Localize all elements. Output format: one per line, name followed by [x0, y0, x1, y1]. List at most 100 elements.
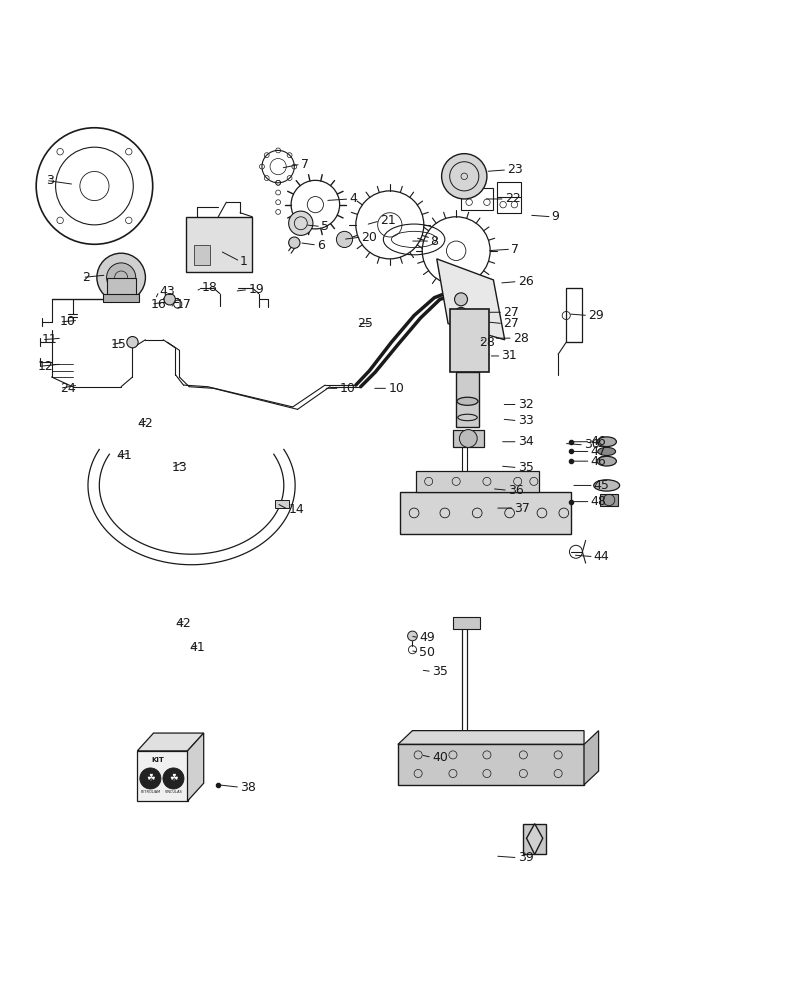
Text: KIT: KIT: [151, 757, 164, 763]
Text: 30: 30: [583, 438, 599, 451]
Polygon shape: [526, 824, 542, 854]
Text: 28: 28: [478, 336, 494, 349]
Text: 10: 10: [388, 382, 404, 395]
Text: 10: 10: [59, 315, 75, 328]
Circle shape: [97, 253, 145, 302]
Text: 46: 46: [590, 455, 606, 468]
Circle shape: [336, 231, 352, 248]
Text: 27: 27: [503, 317, 518, 330]
Text: PETROLIAM: PETROLIAM: [140, 790, 161, 794]
Text: 25: 25: [357, 317, 373, 330]
Bar: [103, 294, 139, 302]
Bar: [106, 278, 135, 296]
Text: 6: 6: [316, 239, 324, 252]
Bar: [194, 245, 210, 265]
Polygon shape: [137, 733, 204, 751]
Text: 48: 48: [590, 495, 606, 508]
Text: 32: 32: [517, 398, 533, 411]
Text: 35: 35: [517, 461, 533, 474]
Circle shape: [454, 307, 467, 320]
Text: 12: 12: [38, 360, 54, 373]
Text: 23: 23: [507, 163, 522, 176]
Text: 49: 49: [418, 631, 434, 644]
Circle shape: [288, 211, 312, 235]
Bar: [453, 479, 483, 494]
Text: 38: 38: [240, 781, 255, 794]
Ellipse shape: [457, 414, 477, 421]
Text: 37: 37: [514, 502, 530, 515]
Circle shape: [106, 263, 135, 292]
Bar: [275, 500, 289, 508]
Text: 10: 10: [339, 382, 355, 395]
Text: 50: 50: [418, 646, 435, 659]
Text: 41: 41: [189, 641, 204, 654]
Text: 36: 36: [508, 484, 523, 497]
Text: ☘: ☘: [146, 773, 155, 783]
Polygon shape: [187, 733, 204, 801]
Text: 43: 43: [159, 285, 174, 298]
Polygon shape: [436, 259, 504, 340]
Text: 3: 3: [46, 174, 54, 187]
Circle shape: [164, 294, 175, 305]
Bar: [453, 430, 483, 447]
Text: 42: 42: [137, 417, 153, 430]
Bar: [137, 751, 187, 801]
Bar: [453, 617, 480, 629]
Text: 7: 7: [300, 158, 308, 171]
Text: 20: 20: [361, 231, 377, 244]
Text: 42: 42: [175, 617, 191, 630]
Text: 22: 22: [504, 192, 520, 205]
Text: 40: 40: [431, 751, 447, 764]
Text: 41: 41: [116, 449, 132, 462]
Ellipse shape: [596, 456, 616, 466]
Text: 7: 7: [511, 243, 518, 256]
Circle shape: [139, 768, 161, 789]
Circle shape: [163, 768, 184, 789]
Text: 31: 31: [501, 349, 517, 362]
Text: 35: 35: [431, 665, 447, 678]
Text: 13: 13: [171, 461, 187, 474]
Bar: [415, 471, 538, 492]
Text: 11: 11: [42, 333, 58, 346]
Text: 26: 26: [517, 275, 533, 288]
Text: 15: 15: [110, 338, 127, 351]
Text: 45: 45: [593, 479, 609, 492]
Bar: [461, 188, 493, 210]
Circle shape: [459, 430, 477, 447]
Text: 39: 39: [517, 851, 533, 864]
Text: 8: 8: [430, 235, 438, 248]
Ellipse shape: [593, 480, 619, 491]
Text: 5: 5: [320, 220, 328, 233]
Bar: [496, 182, 521, 213]
Bar: [523, 824, 545, 854]
Text: 4: 4: [349, 192, 357, 205]
Circle shape: [454, 293, 467, 306]
Ellipse shape: [457, 397, 478, 405]
Text: 2: 2: [82, 271, 90, 284]
Bar: [399, 492, 570, 534]
Text: 34: 34: [517, 435, 533, 448]
Text: 47: 47: [590, 445, 606, 458]
Text: 16: 16: [151, 298, 166, 311]
Text: 33: 33: [517, 414, 533, 427]
Text: ☘: ☘: [169, 773, 178, 783]
Ellipse shape: [597, 447, 615, 455]
Text: 27: 27: [503, 306, 518, 319]
Circle shape: [288, 237, 299, 248]
Bar: [186, 217, 252, 272]
Text: 17: 17: [175, 298, 191, 311]
Text: 44: 44: [593, 550, 609, 563]
Bar: [599, 494, 617, 506]
Polygon shape: [397, 731, 583, 744]
Polygon shape: [583, 731, 598, 785]
Text: 21: 21: [380, 214, 396, 227]
Text: 46: 46: [590, 435, 606, 448]
Text: 9: 9: [551, 210, 559, 223]
Text: 28: 28: [513, 332, 528, 345]
Text: 1: 1: [240, 255, 247, 268]
Text: 24: 24: [59, 382, 75, 395]
Text: 18: 18: [202, 281, 217, 294]
Circle shape: [441, 154, 487, 199]
Circle shape: [407, 631, 417, 641]
Ellipse shape: [455, 502, 481, 511]
